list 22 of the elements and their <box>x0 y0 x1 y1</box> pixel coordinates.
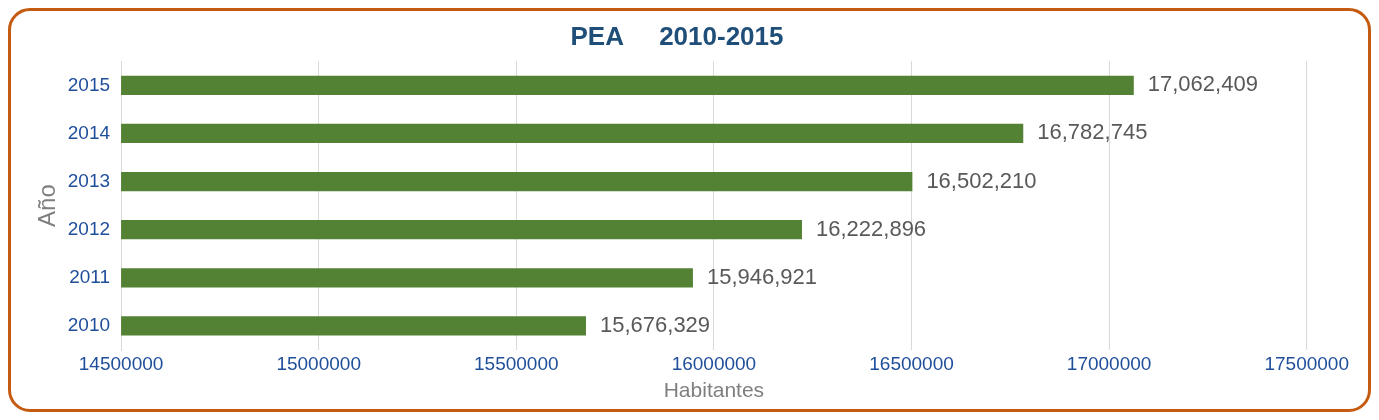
y-tick-label: 2011 <box>69 266 111 288</box>
x-axis-title: Habitantes <box>663 378 765 402</box>
y-tick-label: 2010 <box>67 314 111 336</box>
data-label: 15,676,329 <box>599 312 711 337</box>
data-label: 16,502,210 <box>926 167 1037 193</box>
y-tick-label: 2014 <box>67 121 111 143</box>
data-label: 15,946,921 <box>706 263 818 289</box>
x-tick-label: 15000000 <box>276 352 361 374</box>
x-tick-label: 17500000 <box>1264 352 1350 374</box>
chart-title: PEA 2010-2015 <box>570 20 784 51</box>
x-tick-label: 17000000 <box>1066 352 1152 374</box>
y-tick-label: 2015 <box>67 73 111 95</box>
x-tick-label: 16500000 <box>869 352 954 374</box>
data-label: 16,782,745 <box>1037 119 1148 145</box>
data-label: 17,062,409 <box>1147 71 1258 97</box>
y-tick-label: 2013 <box>67 169 111 191</box>
data-label: 16,222,896 <box>815 215 927 241</box>
y-axis-title: Año <box>33 184 61 227</box>
x-tick-label: 14500000 <box>78 352 164 374</box>
x-tick-label: 16000000 <box>671 352 757 374</box>
y-tick-label: 2012 <box>67 217 111 239</box>
x-tick-label: 15500000 <box>474 352 559 374</box>
